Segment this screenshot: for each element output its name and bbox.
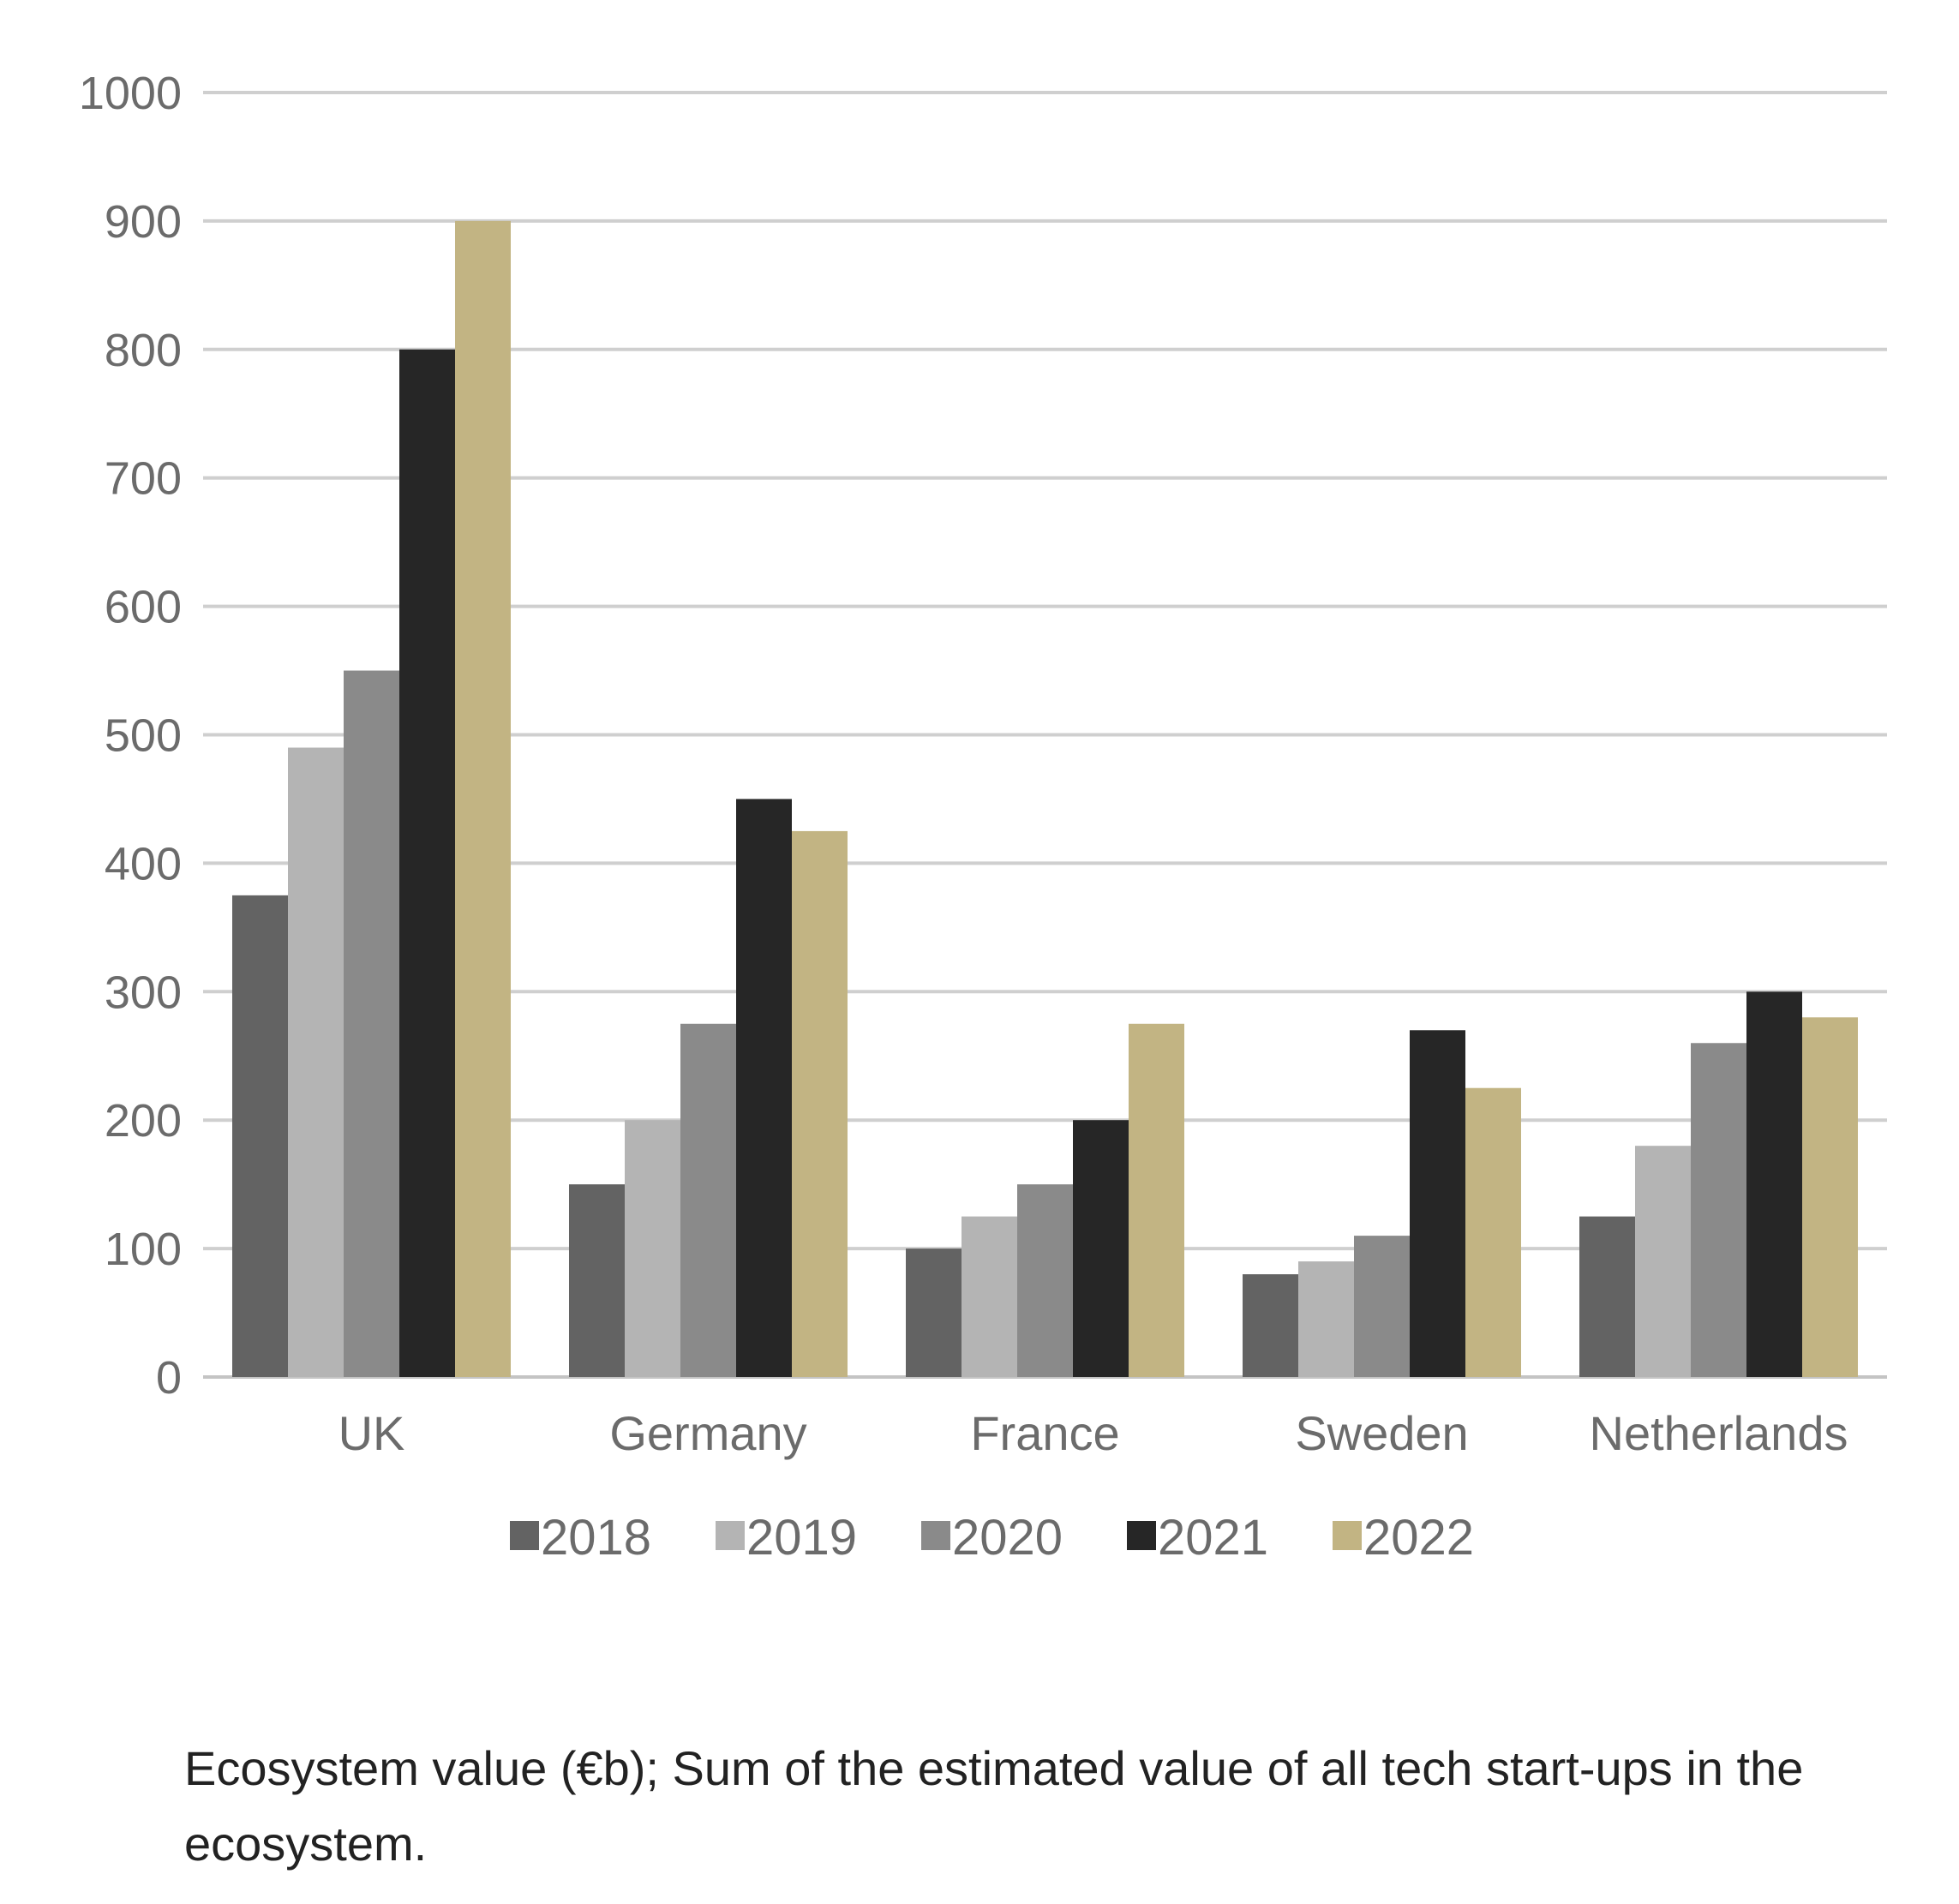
bar-germany-2021	[736, 799, 792, 1377]
bar-france-2020	[1017, 1184, 1073, 1377]
legend-swatch-2018	[510, 1521, 539, 1550]
x-tick-label: Sweden	[1295, 1406, 1468, 1460]
bar-france-2022	[1129, 1023, 1184, 1377]
y-tick-label: 700	[105, 453, 182, 505]
y-axis-ticks: 0 100 200 300 400 500 600 700 800 900 1000	[79, 68, 182, 1404]
legend-label: 2019	[746, 1510, 857, 1566]
bar-germany-2019	[625, 1120, 680, 1377]
bar-uk-2022	[455, 220, 511, 1377]
bar-france-2019	[962, 1216, 1017, 1377]
bar-germany-2020	[680, 1023, 736, 1377]
bar-netherlands-2018	[1579, 1216, 1635, 1377]
y-tick-label: 0	[156, 1352, 182, 1404]
legend-label: 2022	[1363, 1510, 1474, 1566]
bars	[232, 220, 1858, 1377]
bar-sweden-2019	[1298, 1261, 1354, 1377]
y-tick-label: 300	[105, 967, 182, 1018]
x-tick-label: Germany	[609, 1406, 806, 1460]
y-tick-label: 400	[105, 838, 182, 889]
legend-label: 2021	[1158, 1510, 1268, 1566]
bar-sweden-2018	[1243, 1274, 1298, 1377]
legend-label: 2020	[952, 1510, 1063, 1566]
x-axis-labels: UK Germany France Sweden Netherlands	[338, 1406, 1848, 1460]
bar-germany-2022	[792, 830, 848, 1377]
x-tick-label: Netherlands	[1590, 1406, 1848, 1460]
bar-france-2021	[1073, 1120, 1129, 1377]
legend-swatch-2019	[716, 1521, 745, 1550]
legend-swatch-2022	[1333, 1521, 1362, 1550]
legend: 2018 2019 2020 2021 2022	[510, 1510, 1474, 1566]
y-tick-label: 500	[105, 710, 182, 762]
x-tick-label: UK	[338, 1406, 405, 1460]
y-tick-label: 200	[105, 1095, 182, 1147]
y-tick-label: 600	[105, 582, 182, 633]
y-tick-label: 900	[105, 196, 182, 248]
y-tick-label: 100	[105, 1224, 182, 1275]
bar-uk-2019	[288, 747, 344, 1377]
bar-netherlands-2020	[1691, 1043, 1746, 1377]
bar-netherlands-2019	[1635, 1146, 1691, 1377]
bar-germany-2018	[569, 1184, 625, 1377]
y-tick-label: 1000	[79, 68, 182, 119]
bar-uk-2018	[232, 895, 288, 1377]
bar-sweden-2021	[1410, 1030, 1465, 1377]
bar-netherlands-2022	[1802, 1017, 1858, 1377]
x-tick-label: France	[970, 1406, 1119, 1460]
legend-label: 2018	[541, 1510, 651, 1566]
bar-sweden-2020	[1354, 1236, 1410, 1377]
legend-swatch-2020	[921, 1521, 950, 1550]
legend-swatch-2021	[1127, 1521, 1156, 1550]
bar-sweden-2022	[1465, 1087, 1521, 1377]
y-tick-label: 800	[105, 325, 182, 376]
bar-netherlands-2021	[1746, 991, 1802, 1377]
chart-caption: Ecosystem value (€b); Sum of the estimat…	[184, 1741, 1804, 1871]
bar-uk-2020	[344, 670, 399, 1377]
bar-uk-2021	[399, 349, 455, 1377]
bar-chart: 0 100 200 300 400 500 600 700 800 900 1000 UK Germa…	[79, 68, 1887, 1566]
bar-france-2018	[906, 1248, 962, 1377]
